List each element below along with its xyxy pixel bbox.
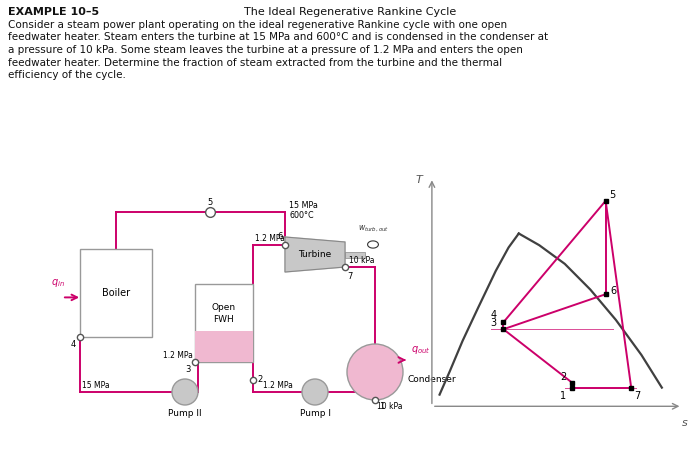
Bar [80,249,152,337]
Text: Open: Open [212,303,236,312]
Circle shape [172,379,198,405]
Text: 7: 7 [347,272,352,281]
Text: Boiler: Boiler [102,288,130,298]
Text: EXAMPLE 10–5: EXAMPLE 10–5 [8,7,99,17]
Circle shape [302,379,328,405]
Text: 600°C: 600°C [289,211,314,220]
Text: 10 kPa: 10 kPa [377,402,402,411]
Text: 5: 5 [609,190,615,200]
Text: 1.2 MPa: 1.2 MPa [255,234,285,243]
Text: 3: 3 [186,365,191,374]
Text: Condenser: Condenser [407,375,456,384]
Text: Consider a steam power plant operating on the ideal regenerative Rankine cycle w: Consider a steam power plant operating o… [8,20,507,30]
Text: feedwater heater. Determine the fraction of steam extracted from the turbine and: feedwater heater. Determine the fraction… [8,57,502,68]
Text: $q_{in}$: $q_{in}$ [51,276,65,289]
Text: 2: 2 [257,375,262,384]
Text: The Ideal Regenerative Rankine Cycle: The Ideal Regenerative Rankine Cycle [244,7,456,17]
Text: feedwater heater. Steam enters the turbine at 15 MPa and 600°C and is condensed : feedwater heater. Steam enters the turbi… [8,33,548,42]
Text: 1.2 MPa: 1.2 MPa [262,381,293,390]
Text: 6: 6 [278,232,283,241]
Text: efficiency of the cycle.: efficiency of the cycle. [8,70,126,80]
Text: 10 kPa: 10 kPa [349,256,375,265]
Bar [195,331,253,362]
Text: 3: 3 [490,318,496,328]
Text: $w_{turb,out}$: $w_{turb,out}$ [358,224,388,234]
Text: Turbine: Turbine [298,250,332,259]
Text: s: s [682,418,687,428]
Text: 15 MPa: 15 MPa [289,201,318,210]
Text: FWH: FWH [214,315,235,324]
Text: 4: 4 [490,310,496,320]
Text: a pressure of 10 kPa. Some steam leaves the turbine at a pressure of 1.2 MPa and: a pressure of 10 kPa. Some steam leaves … [8,45,523,55]
Bar [345,252,365,257]
Text: 1.2 MPa: 1.2 MPa [163,351,193,360]
Text: 2: 2 [561,372,566,382]
Text: 6: 6 [610,286,617,296]
Text: $q_{out}$: $q_{out}$ [411,344,430,356]
Bar [195,284,253,362]
Circle shape [347,344,403,400]
Text: 15 MPa: 15 MPa [82,381,110,390]
Text: 4: 4 [71,340,76,349]
Text: Pump I: Pump I [300,409,330,418]
Polygon shape [285,237,345,272]
Text: T: T [416,175,423,185]
Text: 1: 1 [379,402,384,411]
Text: 1: 1 [561,391,566,401]
Text: 5: 5 [207,198,213,207]
Text: Pump II: Pump II [168,409,202,418]
Text: 7: 7 [634,391,640,401]
